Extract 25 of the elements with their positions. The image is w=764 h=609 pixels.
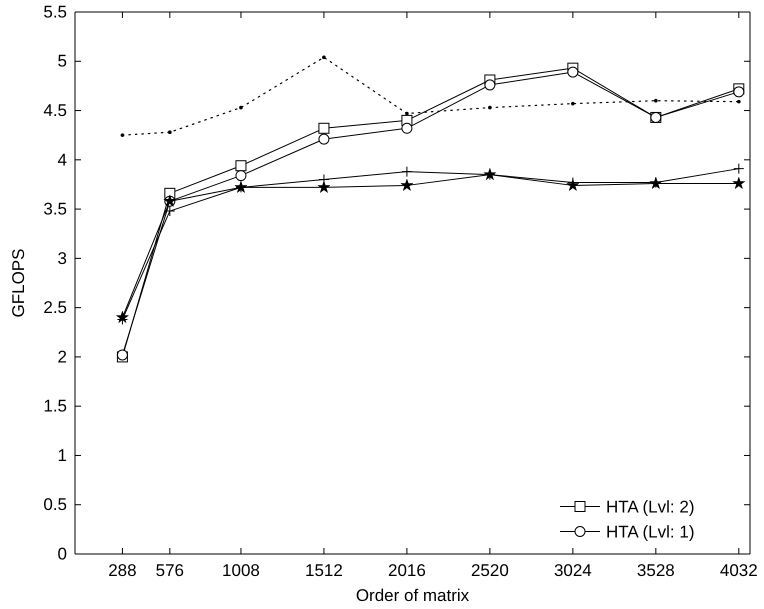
y-tick-label: 2.5 — [43, 298, 67, 318]
y-tick-label: 3 — [58, 248, 67, 268]
x-tick-label: 2016 — [388, 561, 426, 580]
x-tick-label: 1512 — [305, 561, 343, 580]
y-tick-label: 5.5 — [43, 2, 67, 22]
y-tick-label: 5 — [58, 52, 67, 71]
x-tick-label: 3528 — [636, 561, 675, 580]
y-tick-label: 4 — [58, 150, 67, 170]
y-tick-label: 0 — [58, 544, 67, 564]
legend-label: HTA (Lvl: 2) — [606, 498, 694, 516]
y-tick-label: 4.5 — [43, 100, 67, 120]
x-tick-label: 576 — [156, 561, 184, 580]
y-tick-label: 0.5 — [43, 495, 67, 514]
x-tick-label: 2520 — [470, 561, 509, 580]
y-tick-label: 1.5 — [43, 396, 67, 416]
y-tick-label: 1 — [58, 446, 67, 465]
x-tick-label: 4032 — [720, 561, 758, 580]
x-axis-title: Order of matrix — [356, 586, 470, 605]
y-axis-title: GFLOPS — [9, 248, 28, 318]
x-tick-label: 288 — [108, 561, 137, 580]
y-tick-label: 2 — [58, 347, 67, 366]
x-tick-label: 3024 — [554, 561, 592, 580]
y-tick-label: 3.5 — [43, 200, 67, 219]
legend-label: HTA (Lvl: 1) — [606, 522, 694, 542]
x-tick-label: 1008 — [222, 561, 260, 580]
